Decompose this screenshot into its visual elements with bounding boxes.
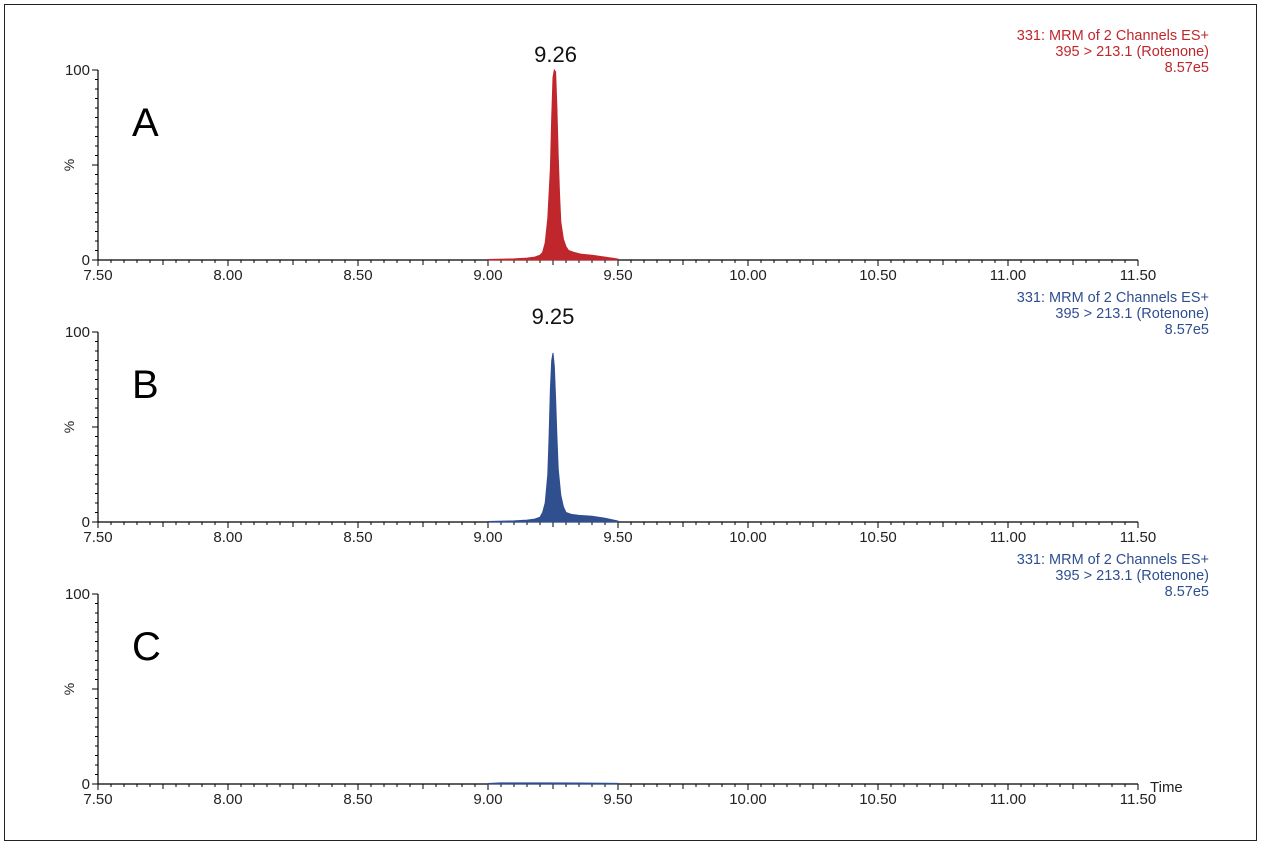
x-tick-label: 8.50 bbox=[343, 529, 372, 546]
panel-label: C bbox=[132, 625, 161, 669]
x-tick-label: 7.50 bbox=[83, 267, 112, 284]
y-tick-label: 100 bbox=[65, 324, 90, 341]
x-tick-label: 7.50 bbox=[83, 529, 112, 546]
y-tick-label: 0 bbox=[82, 514, 90, 531]
channel-header-line: 8.57e5 bbox=[1165, 60, 1209, 76]
channel-header-line: 395 > 213.1 (Rotenone) bbox=[1055, 44, 1209, 60]
y-tick-label: 0 bbox=[82, 252, 90, 269]
y-tick-label: 0 bbox=[82, 776, 90, 793]
x-tick-label: 11.50 bbox=[1120, 267, 1156, 284]
chromatogram-trace bbox=[487, 782, 619, 785]
x-tick-label: 9.50 bbox=[603, 267, 632, 284]
x-tick-label: 11.00 bbox=[990, 267, 1026, 284]
x-tick-label: 9.50 bbox=[603, 529, 632, 546]
x-tick-label: 10.50 bbox=[859, 529, 897, 546]
channel-header-line: 8.57e5 bbox=[1165, 322, 1209, 338]
x-tick-label: 7.50 bbox=[83, 791, 112, 808]
panel-label: B bbox=[132, 363, 159, 407]
x-tick-label: 10.50 bbox=[859, 791, 897, 808]
x-axis-label: Time bbox=[1150, 779, 1183, 796]
x-tick-label: 8.50 bbox=[343, 791, 372, 808]
peak-label: 9.26 bbox=[534, 42, 577, 67]
y-axis-label: % bbox=[61, 683, 77, 695]
y-axis-label: % bbox=[61, 159, 77, 171]
chromatogram-trace bbox=[487, 352, 619, 523]
figure-frame bbox=[4, 4, 1257, 841]
x-tick-label: 8.00 bbox=[213, 267, 242, 284]
x-tick-label: 11.00 bbox=[990, 529, 1026, 546]
x-tick-label: 8.50 bbox=[343, 267, 372, 284]
y-tick-label: 100 bbox=[65, 586, 90, 603]
y-tick-label: 100 bbox=[65, 62, 90, 79]
x-tick-label: 10.00 bbox=[729, 529, 767, 546]
channel-header-line: 395 > 213.1 (Rotenone) bbox=[1055, 306, 1209, 322]
x-tick-label: 10.00 bbox=[729, 791, 767, 808]
x-tick-label: 9.50 bbox=[603, 791, 632, 808]
panel-label: A bbox=[132, 101, 159, 145]
x-tick-label: 9.00 bbox=[473, 529, 502, 546]
channel-header-line: 331: MRM of 2 Channels ES+ bbox=[1017, 28, 1209, 44]
channel-header-line: 331: MRM of 2 Channels ES+ bbox=[1017, 290, 1209, 306]
x-tick-label: 9.00 bbox=[473, 791, 502, 808]
y-axis-label: % bbox=[61, 421, 77, 433]
x-tick-label: 10.00 bbox=[729, 267, 767, 284]
x-tick-label: 11.50 bbox=[1120, 791, 1156, 808]
x-tick-label: 10.50 bbox=[859, 267, 897, 284]
channel-header-line: 331: MRM of 2 Channels ES+ bbox=[1017, 552, 1209, 568]
x-tick-label: 11.50 bbox=[1120, 529, 1156, 546]
channel-header-line: 395 > 213.1 (Rotenone) bbox=[1055, 568, 1209, 584]
chromatogram-trace bbox=[487, 68, 619, 261]
peak-label: 9.25 bbox=[532, 304, 575, 329]
x-tick-label: 8.00 bbox=[213, 791, 242, 808]
x-tick-label: 8.00 bbox=[213, 529, 242, 546]
channel-header-line: 8.57e5 bbox=[1165, 584, 1209, 600]
x-tick-label: 9.00 bbox=[473, 267, 502, 284]
x-tick-label: 11.00 bbox=[990, 791, 1026, 808]
